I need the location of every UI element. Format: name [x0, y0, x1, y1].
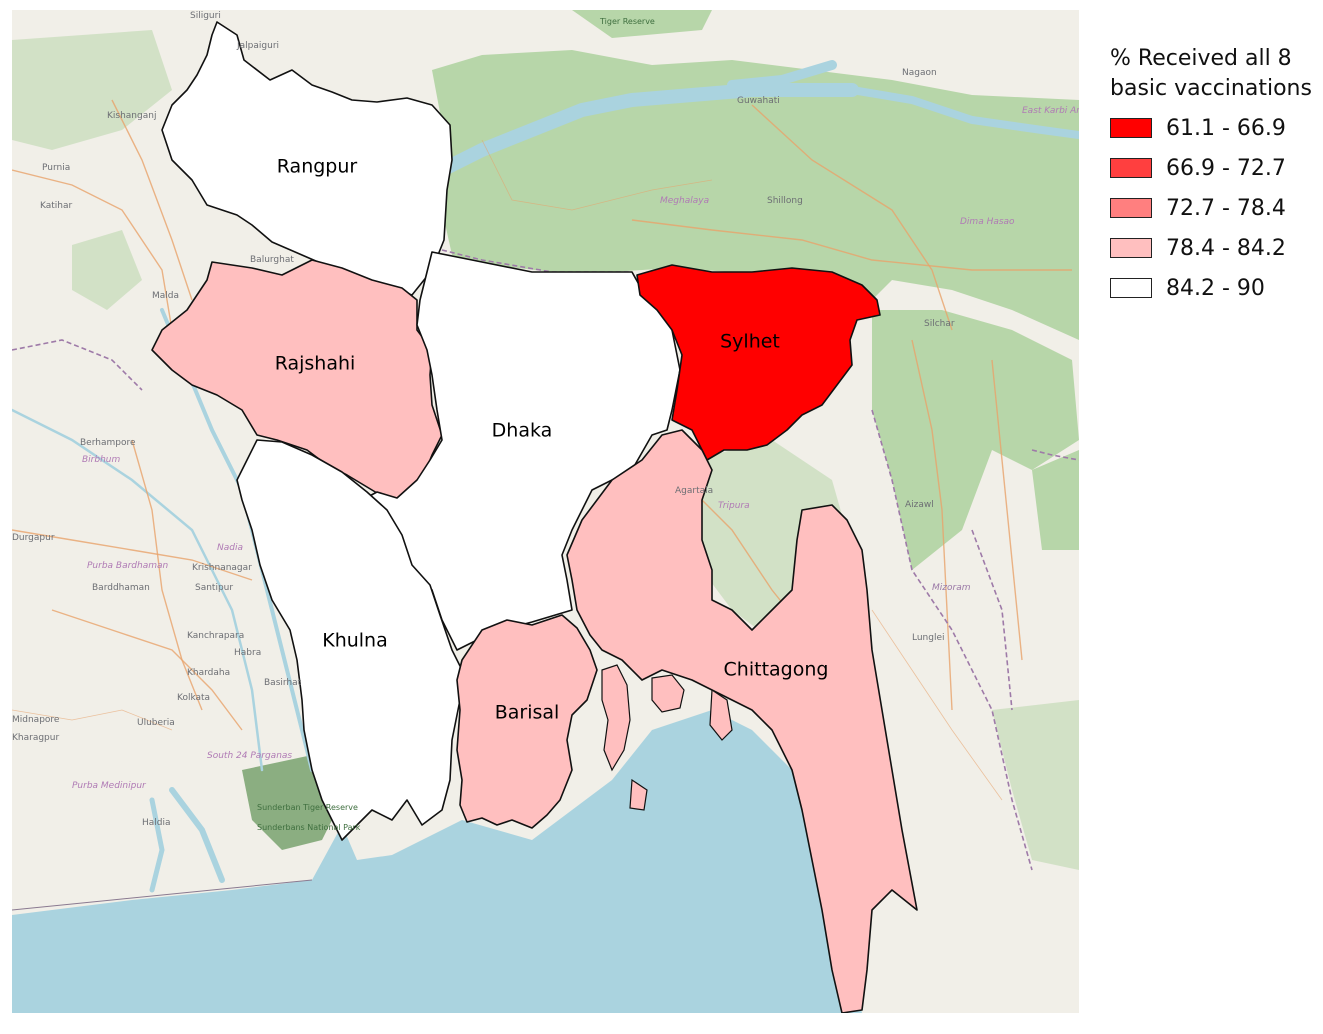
legend-title: % Received all 8 basic vaccinations: [1110, 44, 1320, 104]
legend-swatch: [1110, 158, 1152, 178]
legend-item: 78.4 - 84.2: [1110, 228, 1320, 268]
region-khulna[interactable]: [236, 439, 463, 841]
label-sylhet: Sylhet: [720, 331, 780, 353]
place-santipur: Santipur: [195, 583, 233, 593]
label-barisal: Barisal: [495, 702, 560, 724]
legend-swatch: [1110, 118, 1152, 138]
place-dima-hasao: Dima Hasao: [960, 217, 1015, 227]
island-sandwip: [709, 688, 733, 741]
place-agartala: Agartala: [675, 486, 713, 496]
place-barddhaman: Barddhaman: [92, 583, 150, 593]
place-medinipur: Midnapore: [12, 715, 60, 725]
place-haldia: Haldia: [142, 818, 171, 828]
legend-swatch: [1110, 198, 1152, 218]
place-purba-bardhaman: Purba Bardhaman: [87, 561, 169, 571]
legend-label: 78.4 - 84.2: [1166, 235, 1286, 261]
legend-item: 72.7 - 78.4: [1110, 188, 1320, 228]
map-canvas[interactable]: Siliguri Jalpaiguri Kishanganj Purnia Ka…: [12, 10, 1079, 1013]
place-nadia: Nadia: [217, 543, 243, 553]
road-network: [12, 99, 1072, 801]
place-basirhat: Basirhat: [264, 678, 302, 688]
place-krishnanagar: Krishnanagar: [192, 563, 252, 573]
label-khulna: Khulna: [322, 630, 388, 652]
legend-item: 66.9 - 72.7: [1110, 148, 1320, 188]
place-jalpaiguri: Jalpaiguri: [236, 41, 279, 51]
place-labels: Siliguri Jalpaiguri Kishanganj Purnia Ka…: [12, 11, 1079, 832]
place-lunglei: Lunglei: [912, 633, 945, 643]
legend-title-line1: % Received all 8: [1110, 46, 1292, 71]
label-rajshahi: Rajshahi: [275, 353, 356, 375]
island-bhola: [601, 664, 631, 772]
place-tiger-reserve: Tiger Reserve: [599, 17, 655, 26]
label-chittagong: Chittagong: [724, 659, 829, 681]
place-balurghat: Balurghat: [250, 255, 294, 265]
legend-swatch: [1110, 238, 1152, 258]
place-silchar: Silchar: [924, 319, 955, 329]
forest-areas: [12, 10, 1079, 870]
place-east-karbi: East Karbi Anglong: [1022, 106, 1079, 116]
place-sunderban: Sunderban Tiger Reserve: [257, 803, 358, 812]
place-shillong: Shillong: [767, 196, 803, 206]
place-birbhum: Birbhum: [82, 455, 120, 465]
place-kishanganj: Kishanganj: [107, 111, 156, 121]
place-durgapur: Durgapur: [12, 533, 55, 543]
place-meghalaya: Meghalaya: [660, 196, 709, 206]
place-berhampore: Berhampore: [80, 438, 136, 448]
place-purba-medinipur: Purba Medinipur: [72, 781, 147, 791]
legend-swatch: [1110, 278, 1152, 298]
place-kolkata: Kolkata: [177, 693, 210, 703]
region-sylhet[interactable]: [636, 264, 881, 461]
legend-item: 84.2 - 90: [1110, 268, 1320, 308]
place-tripura: Tripura: [718, 501, 750, 511]
division-labels: Rangpur Rajshahi Dhaka Sylhet Khulna Bar…: [275, 156, 829, 724]
place-habra: Habra: [234, 648, 261, 658]
legend: % Received all 8 basic vaccinations 61.1 …: [1110, 44, 1320, 308]
place-nagaon: Nagaon: [902, 68, 937, 78]
region-chittagong[interactable]: [566, 429, 918, 1013]
legend-title-line2: basic vaccinations: [1110, 76, 1312, 101]
place-khardaha: Khardaha: [187, 668, 230, 678]
place-sunderban-np: Sunderbans National Park: [257, 823, 361, 832]
legend-label: 84.2 - 90: [1166, 275, 1265, 301]
division-choropleth[interactable]: [151, 21, 918, 1013]
label-dhaka: Dhaka: [492, 420, 553, 442]
place-uluberia: Uluberia: [137, 718, 175, 728]
region-barisal[interactable]: [456, 614, 598, 829]
island-south: [629, 778, 648, 811]
place-malda: Malda: [152, 291, 179, 301]
place-siliguri: Siliguri: [190, 11, 221, 21]
place-south-24: South 24 Parganas: [207, 751, 292, 761]
legend-item: 61.1 - 66.9: [1110, 108, 1320, 148]
place-guwahati: Guwahati: [737, 96, 780, 106]
place-katihar: Katihar: [40, 201, 73, 211]
island-hatiya: [651, 674, 685, 713]
place-kharagpur: Kharagpur: [12, 733, 59, 743]
legend-label: 61.1 - 66.9: [1166, 115, 1286, 141]
label-rangpur: Rangpur: [277, 156, 358, 178]
place-aizawl: Aizawl: [905, 500, 934, 510]
legend-label: 72.7 - 78.4: [1166, 195, 1286, 221]
legend-label: 66.9 - 72.7: [1166, 155, 1286, 181]
map-panel[interactable]: Siliguri Jalpaiguri Kishanganj Purnia Ka…: [12, 10, 1079, 1013]
place-mizoram: Mizoram: [932, 583, 971, 593]
place-purnia: Purnia: [42, 163, 70, 173]
place-kanchrapara: Kanchrapara: [187, 631, 244, 641]
